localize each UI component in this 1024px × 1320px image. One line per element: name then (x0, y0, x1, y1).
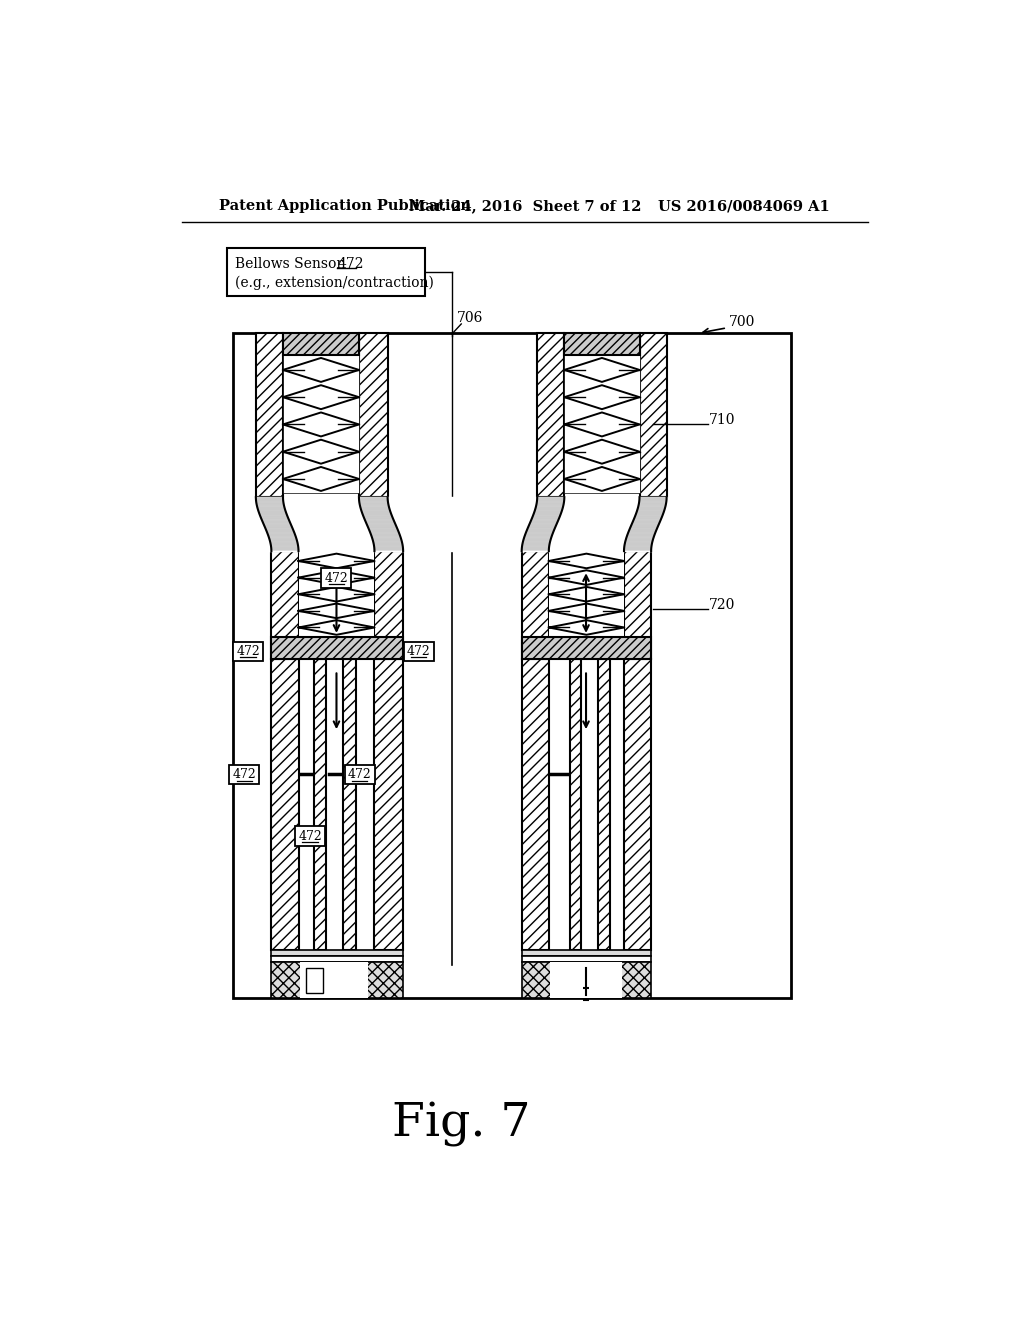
Bar (640, 333, 667, 498)
Text: 720: 720 (710, 598, 735, 612)
Bar (271, 950, 403, 956)
Text: 472: 472 (237, 644, 260, 657)
Bar (271, 552, 299, 659)
Bar (521, 552, 549, 659)
Bar (233, 333, 791, 998)
Bar (569, 659, 582, 950)
Bar (375, 552, 403, 659)
Bar (550, 962, 623, 998)
Bar (299, 552, 375, 659)
Bar (343, 659, 356, 950)
Bar (359, 333, 388, 498)
Bar (521, 956, 651, 962)
Text: 472: 472 (325, 572, 348, 585)
Text: Patent Application Publication: Patent Application Publication (219, 199, 471, 213)
Bar (624, 552, 651, 659)
Text: 472: 472 (407, 644, 430, 657)
Bar (271, 638, 403, 659)
Bar (538, 333, 564, 498)
Bar (564, 355, 640, 494)
Bar (624, 659, 651, 950)
Text: 700: 700 (729, 315, 755, 330)
Bar (521, 638, 651, 659)
Text: 472: 472 (232, 768, 256, 781)
Text: Fig. 7: Fig. 7 (392, 1102, 530, 1147)
Bar (283, 333, 359, 355)
Bar (283, 355, 359, 494)
Text: US 2016/0084069 A1: US 2016/0084069 A1 (657, 199, 829, 213)
Bar (271, 962, 403, 998)
Text: 472: 472 (337, 257, 364, 271)
Text: 472: 472 (298, 829, 322, 842)
Text: Mar. 24, 2016  Sheet 7 of 12: Mar. 24, 2016 Sheet 7 of 12 (409, 199, 641, 213)
Text: Bellows Sensor: Bellows Sensor (234, 257, 347, 271)
Bar (549, 552, 624, 659)
Bar (271, 956, 403, 962)
Bar (521, 950, 651, 956)
Bar (227, 248, 425, 296)
Bar (314, 659, 327, 950)
Bar (521, 659, 549, 950)
Text: 472: 472 (348, 768, 372, 781)
Text: 710: 710 (710, 413, 736, 428)
Text: 706: 706 (457, 310, 483, 325)
Text: (e.g., extension/contraction): (e.g., extension/contraction) (234, 275, 434, 289)
Bar (256, 333, 283, 498)
Bar (521, 962, 651, 998)
Bar (598, 659, 610, 950)
Bar (564, 333, 640, 355)
Bar (375, 659, 403, 950)
Bar (306, 969, 324, 993)
Bar (300, 962, 369, 998)
Bar (271, 659, 299, 950)
